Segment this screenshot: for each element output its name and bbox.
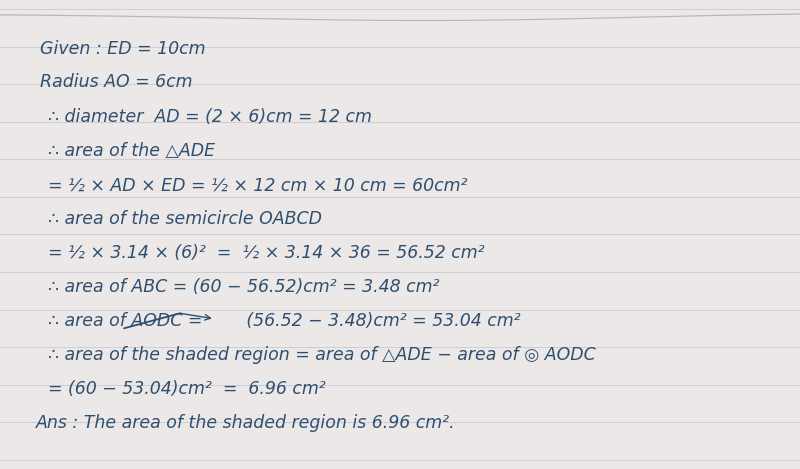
Text: ∴ area of the △ADE: ∴ area of the △ADE [48, 142, 215, 160]
Text: Radius AO = 6cm: Radius AO = 6cm [40, 73, 193, 91]
Text: Ans : The area of the shaded region is 6.96 cm².: Ans : The area of the shaded region is 6… [36, 414, 456, 432]
Text: ∴ diameter  AD = (2 × 6)cm = 12 cm: ∴ diameter AD = (2 × 6)cm = 12 cm [48, 108, 372, 126]
Text: ∴ area of the semicircle OABCD: ∴ area of the semicircle OABCD [48, 210, 322, 228]
Text: = (60 − 53.04)cm²  =  6.96 cm²: = (60 − 53.04)cm² = 6.96 cm² [48, 380, 326, 398]
Text: = ½ × 3.14 × (6)²  =  ½ × 3.14 × 36 = 56.52 cm²: = ½ × 3.14 × (6)² = ½ × 3.14 × 36 = 56.5… [48, 244, 485, 262]
Text: ∴ area of the shaded region = area of △ADE − area of ◎ AODC: ∴ area of the shaded region = area of △A… [48, 346, 596, 364]
Text: ∴ area of ABC = (60 − 56.52)cm² = 3.48 cm²: ∴ area of ABC = (60 − 56.52)cm² = 3.48 c… [48, 278, 439, 296]
Text: = ½ × AD × ED = ½ × 12 cm × 10 cm = 60cm²: = ½ × AD × ED = ½ × 12 cm × 10 cm = 60cm… [48, 176, 467, 194]
Text: ∴ area of AODC =        (56.52 − 3.48)cm² = 53.04 cm²: ∴ area of AODC = (56.52 − 3.48)cm² = 53.… [48, 312, 521, 330]
Text: Given : ED = 10cm: Given : ED = 10cm [40, 40, 206, 58]
